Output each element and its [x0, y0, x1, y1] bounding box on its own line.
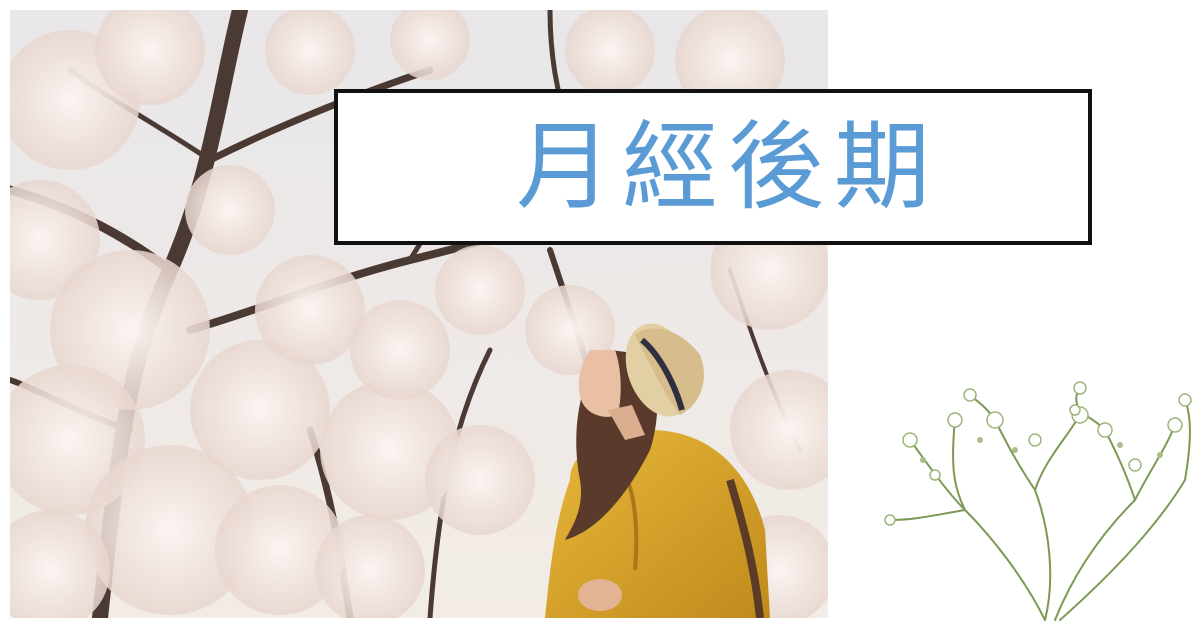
- page-title: 月經後期: [516, 111, 940, 223]
- title-banner: 月經後期: [334, 89, 1092, 245]
- babys-breath-sprig-icon: [875, 380, 1200, 628]
- blossom-clusters: [10, 10, 828, 618]
- woman-figure: [545, 323, 770, 618]
